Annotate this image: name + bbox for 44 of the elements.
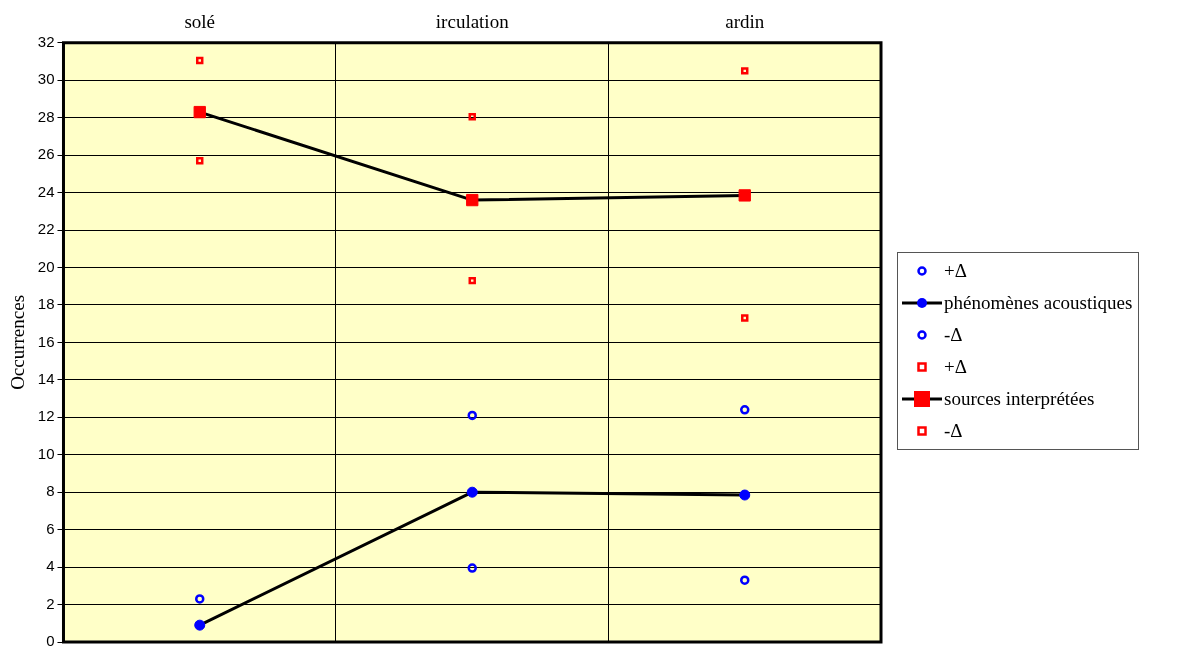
point xyxy=(467,563,477,573)
x-tick-label: ardin xyxy=(725,11,765,33)
y-tick-label: 4 xyxy=(46,557,55,575)
y-axis-title: Occurrences xyxy=(7,294,29,390)
point xyxy=(466,193,479,207)
point xyxy=(740,405,750,415)
point xyxy=(741,314,749,322)
point xyxy=(738,189,751,202)
point xyxy=(741,67,749,75)
y-tick-label: 26 xyxy=(37,145,55,163)
y-tick-label: 2 xyxy=(46,594,55,612)
point xyxy=(466,486,478,498)
legend-label: +Δ xyxy=(944,355,967,379)
point xyxy=(739,489,751,501)
point xyxy=(193,105,206,119)
point xyxy=(196,157,204,165)
point xyxy=(468,276,476,285)
y-tick-label: 22 xyxy=(37,220,55,238)
legend-label: -Δ xyxy=(944,323,963,347)
point xyxy=(740,575,750,585)
point xyxy=(196,56,204,65)
point xyxy=(467,410,477,421)
x-tick-label: solé xyxy=(184,11,216,33)
y-tick-label: 12 xyxy=(37,407,55,425)
y-tick-label: 18 xyxy=(37,295,55,313)
y-tick-label: 16 xyxy=(37,332,55,350)
legend-label: phénomènes acoustiques xyxy=(944,291,1133,315)
y-tick-label: 32 xyxy=(37,32,55,50)
x-tick-label: irculation xyxy=(435,11,510,33)
point xyxy=(194,594,205,604)
y-tick-label: 6 xyxy=(46,519,55,537)
y-tick-label: 8 xyxy=(46,482,55,500)
legend-label: -Δ xyxy=(944,419,963,443)
y-tick-label: 20 xyxy=(37,257,55,275)
legend-label: +Δ xyxy=(944,259,967,283)
y-tick-label: 14 xyxy=(37,369,55,387)
y-tick-label: 28 xyxy=(37,107,55,125)
legend-label: sources interprétées xyxy=(944,387,1095,411)
y-tick-label: 0 xyxy=(46,632,55,650)
y-tick-label: 30 xyxy=(37,70,55,88)
point xyxy=(194,619,206,631)
point xyxy=(468,113,476,121)
y-tick-label: 24 xyxy=(37,182,55,200)
y-tick-label: 10 xyxy=(37,444,55,462)
